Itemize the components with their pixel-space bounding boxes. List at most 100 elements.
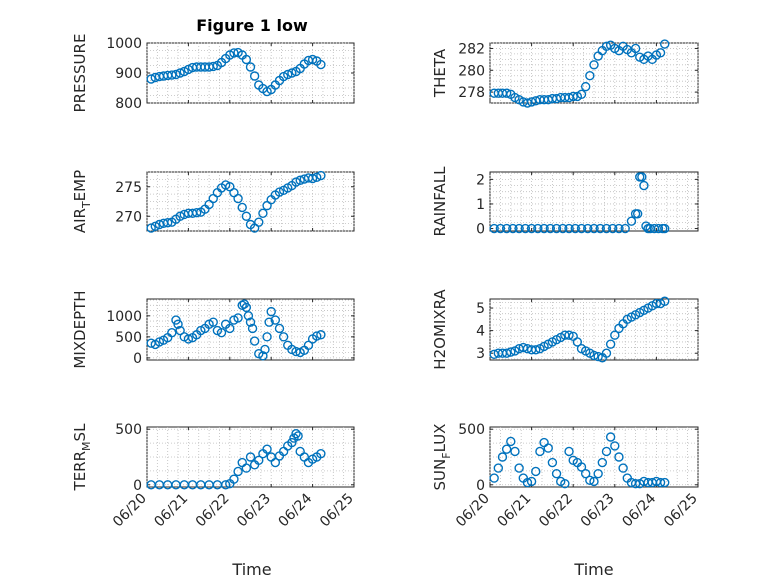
x-tick-label: 06/22	[193, 491, 233, 531]
data-point	[637, 172, 647, 182]
data-point	[291, 428, 301, 439]
data-point	[620, 223, 630, 234]
data-point	[510, 446, 520, 457]
y-tick-label: 5	[476, 301, 485, 317]
y-tick-label: 280	[458, 63, 485, 79]
data-point	[258, 351, 268, 361]
data-point	[589, 60, 599, 70]
data-point	[522, 98, 533, 108]
data-point	[208, 317, 218, 327]
data-point	[146, 223, 156, 233]
data-point	[270, 315, 281, 325]
data-point	[533, 223, 543, 234]
axes-panel-1: 800 900 1000 PRESSURE	[71, 34, 355, 113]
data-point	[316, 59, 326, 70]
y-axis-label: PRESSURE	[71, 34, 89, 113]
data-point	[233, 313, 243, 323]
data-point	[229, 474, 239, 484]
data-point	[531, 345, 541, 355]
data-point	[173, 319, 183, 329]
data-point	[601, 446, 612, 457]
data-point	[660, 477, 670, 488]
data-point	[560, 478, 570, 489]
data-point	[610, 330, 620, 340]
data-point	[526, 223, 537, 234]
data-point	[489, 223, 499, 234]
x-tick-label: 06/25	[661, 491, 701, 531]
data-point	[241, 211, 252, 221]
data-point	[264, 317, 274, 327]
data-point	[245, 317, 256, 327]
data-point	[518, 342, 528, 353]
data-point	[249, 336, 260, 346]
data-point	[610, 441, 620, 451]
x-tick-label: 06/24	[276, 490, 316, 530]
data-point	[551, 468, 562, 479]
data-point	[547, 457, 558, 468]
data-point	[167, 327, 177, 338]
x-tick-label: 06/21	[151, 491, 191, 531]
data-point	[307, 54, 318, 65]
y-axis-label: RAINFALL	[431, 166, 449, 237]
data-point	[167, 70, 177, 80]
data-point	[655, 477, 666, 488]
data-point	[266, 306, 276, 317]
data-point	[630, 43, 641, 54]
data-point	[274, 187, 285, 197]
y-tick-label: 282	[458, 41, 485, 57]
data-point	[593, 351, 603, 362]
data-point	[154, 337, 165, 347]
x-tick-label: 06/22	[536, 491, 576, 531]
data-point	[247, 323, 258, 334]
y-tick-label: 275	[115, 180, 142, 196]
data-point	[564, 330, 574, 340]
y-tick-label: 900	[115, 66, 142, 82]
x-tick-label: 06/20	[110, 491, 150, 531]
data-point	[162, 218, 173, 228]
data-point	[539, 223, 549, 234]
y-axis-label: SUNFLUX	[431, 424, 453, 491]
data-point	[175, 211, 185, 221]
y-tick-label: 1000	[106, 36, 142, 52]
y-axis-label: THETA	[431, 48, 449, 98]
data-point	[558, 223, 568, 234]
data-point	[316, 330, 326, 340]
data-point	[535, 446, 545, 457]
data-point	[580, 468, 591, 479]
data-point	[497, 452, 508, 462]
axes-panel-8: 0 500 06/20 06/21 06/22 06/23 06/24 06/25 SUNFLU…	[431, 422, 701, 530]
data-point	[589, 223, 599, 234]
data-point	[241, 302, 252, 313]
y-tick-label: 500	[115, 330, 142, 346]
data-point	[568, 91, 578, 102]
data-point	[262, 332, 272, 342]
data-point	[660, 223, 670, 234]
data-point	[312, 172, 322, 183]
x-axis-label-right: Time	[573, 560, 613, 579]
data-point	[175, 68, 185, 78]
data-point	[614, 452, 624, 462]
x-tick-label: 06/25	[317, 491, 357, 531]
x-tick-label: 06/24	[619, 490, 659, 530]
data-point	[551, 223, 562, 234]
data-point	[601, 41, 612, 51]
x-axis-label-left: Time	[231, 560, 271, 579]
data-point	[254, 217, 264, 227]
axes-panel-5: 0 500 1000 MIXDEPTH	[71, 290, 355, 369]
data-point	[595, 223, 605, 234]
data-point	[508, 223, 518, 234]
y-tick-label: 500	[115, 422, 142, 438]
data-point	[608, 223, 618, 234]
data-point	[287, 68, 297, 78]
data-point	[243, 311, 254, 321]
axes-panel-2: 278 280 282 THETA	[431, 39, 699, 108]
data-point	[501, 223, 512, 234]
x-tick-label: 06/23	[234, 491, 274, 531]
data-point	[254, 455, 264, 466]
y-tick-label: 1	[476, 197, 485, 213]
data-point	[307, 173, 318, 184]
data-point	[605, 339, 616, 349]
x-tick-label: 06/21	[495, 491, 535, 531]
data-point	[270, 457, 281, 468]
data-point	[564, 223, 574, 234]
